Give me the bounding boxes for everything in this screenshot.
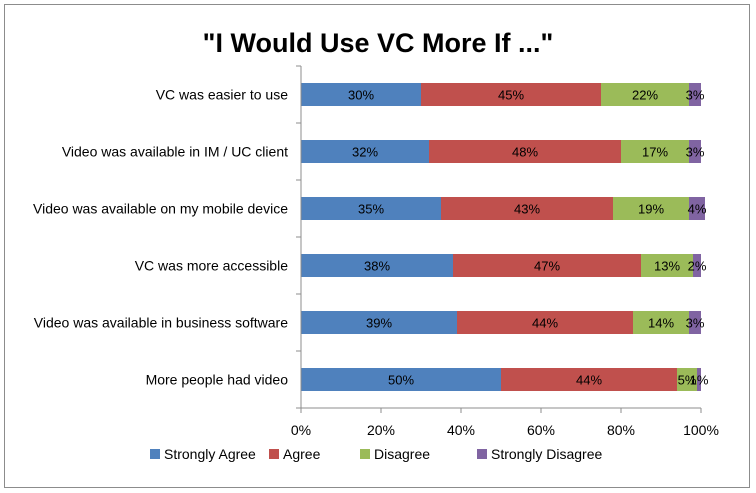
data-label: 3%: [686, 88, 705, 103]
category-label: Video was available in IM / UC client: [62, 144, 288, 160]
bar-segment: [697, 368, 701, 391]
bar-segment: [689, 311, 701, 334]
legend-label: Agree: [283, 446, 321, 462]
bar-segment: [613, 197, 689, 220]
category-label: Video was available in business software: [34, 315, 288, 331]
bar-segment: [621, 140, 689, 163]
data-label: 14%: [648, 316, 674, 331]
data-label: 39%: [366, 316, 392, 331]
bar-segment: [457, 311, 633, 334]
bar-segment: [633, 311, 689, 334]
bar-segment: [689, 197, 705, 220]
data-label: 50%: [388, 373, 414, 388]
x-tick-label: 80%: [607, 422, 635, 438]
data-label: 13%: [654, 259, 680, 274]
bar-segment: [689, 140, 701, 163]
data-label: 38%: [364, 259, 390, 274]
data-label: 47%: [534, 259, 560, 274]
bar-segment: [429, 140, 621, 163]
bar-segment: [301, 368, 501, 391]
data-label: 2%: [688, 259, 707, 274]
x-tick-label: 100%: [683, 422, 719, 438]
axes-layer: VC was easier to use Video was available …: [33, 65, 719, 438]
bar-segment: [301, 140, 429, 163]
category-label: Video was available on my mobile device: [33, 201, 288, 217]
data-label: 22%: [632, 88, 658, 103]
bar-segment: [301, 254, 453, 277]
chart-title: "I Would Use VC More If ...": [203, 28, 554, 58]
data-label: 30%: [348, 88, 374, 103]
bar-segment: [601, 83, 689, 106]
legend-swatch: [269, 449, 279, 459]
legend-swatch: [150, 449, 160, 459]
bar-segment: [301, 311, 457, 334]
legend-label: Disagree: [374, 446, 430, 462]
data-label: 1%: [690, 373, 709, 388]
bar-segment: [453, 254, 641, 277]
bar-segment: [301, 197, 441, 220]
bar-segment: [693, 254, 701, 277]
bars-layer: 30% 45% 22% 3% 32% 48% 17% 3% 35% 43% 19% 4% 38% 47% 1…: [301, 83, 709, 391]
bar-segment: [641, 254, 693, 277]
legend-swatch: [360, 449, 370, 459]
bar-segment: [441, 197, 613, 220]
data-label: 32%: [352, 145, 378, 160]
bar-segment: [689, 83, 701, 106]
category-label: More people had video: [146, 372, 289, 388]
category-label: VC was easier to use: [156, 87, 288, 103]
data-label: 4%: [688, 202, 707, 217]
bar-segment: [301, 83, 421, 106]
data-label: 44%: [576, 373, 602, 388]
data-label: 5%: [678, 373, 697, 388]
data-label: 35%: [358, 202, 384, 217]
data-label: 3%: [686, 316, 705, 331]
bar-segment: [677, 368, 697, 391]
data-label: 44%: [532, 316, 558, 331]
category-label: VC was more accessible: [135, 258, 288, 274]
legend-label: Strongly Disagree: [491, 446, 602, 462]
x-tick-label: 20%: [367, 422, 395, 438]
bar-segment: [501, 368, 677, 391]
data-label: 17%: [642, 145, 668, 160]
x-tick-label: 0%: [291, 422, 311, 438]
legend-label: Strongly Agree: [164, 446, 256, 462]
data-label: 43%: [514, 202, 540, 217]
bar-segment: [421, 83, 601, 106]
legend: Strongly Agree Agree Disagree Strongly Disa…: [150, 446, 602, 462]
data-label: 45%: [498, 88, 524, 103]
x-tick-label: 40%: [447, 422, 475, 438]
data-label: 19%: [638, 202, 664, 217]
legend-swatch: [477, 449, 487, 459]
data-label: 3%: [686, 145, 705, 160]
data-label: 48%: [512, 145, 538, 160]
x-tick-label: 60%: [527, 422, 555, 438]
